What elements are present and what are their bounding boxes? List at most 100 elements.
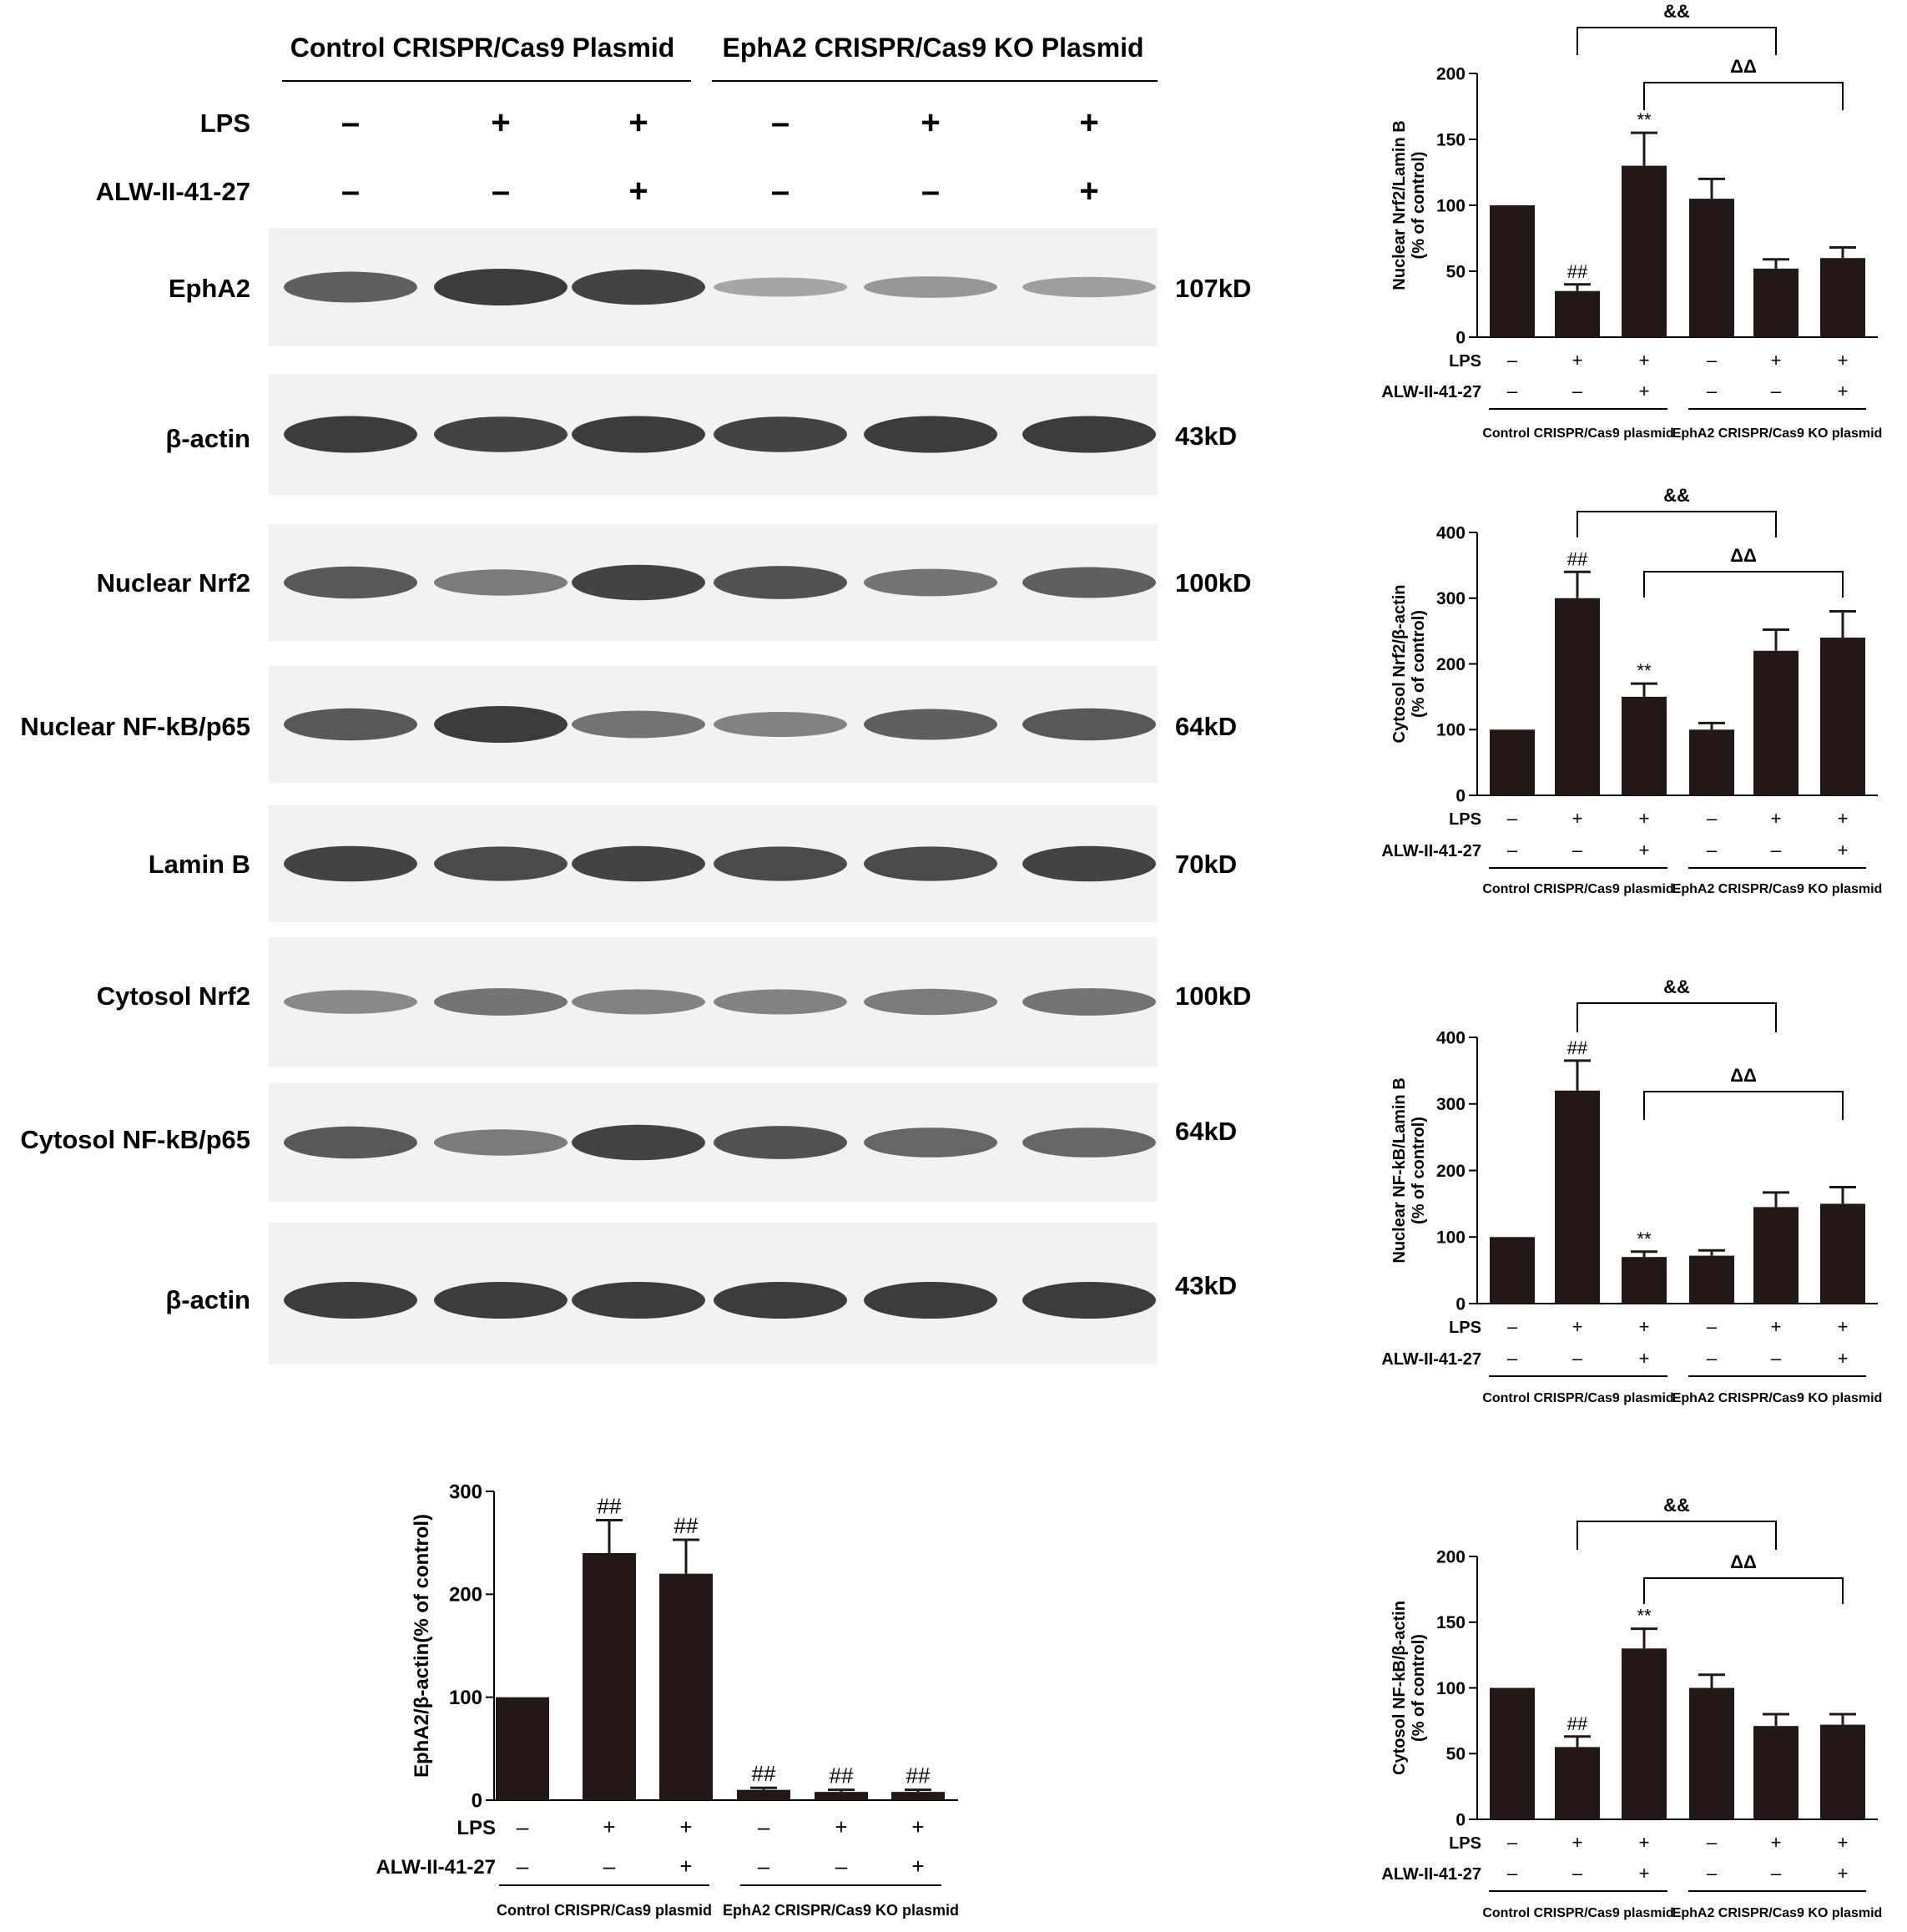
bar-chart: 0 100 200 300 EphA2/β-actin(% of control) ## #… [376, 1481, 959, 1919]
y-tick-label: 50 [1446, 262, 1466, 281]
blot-band [864, 1282, 997, 1319]
blot-band-label: Nuclear NF-kB/p65 [20, 712, 250, 741]
blot-kd-label: 107kD [1175, 274, 1251, 303]
blot-band [434, 1282, 568, 1319]
significance-bracket [1643, 82, 1844, 110]
group-label: EphA2 CRISPR/Cas9 KO plasmid [1672, 1391, 1883, 1405]
lps-sign: – [1707, 1316, 1718, 1337]
y-axis-label-line: (% of control) [1410, 1117, 1428, 1224]
lps-sign: + [1639, 1316, 1650, 1337]
bar [1490, 729, 1535, 795]
blot-band [1022, 276, 1156, 298]
alw-sign: – [1572, 840, 1583, 860]
blot-row: β-actin 43kD [165, 374, 1237, 495]
y-axis-label: Cytosol NF-kB/β-actin(% of control) [1390, 1601, 1428, 1775]
alw-row-label: ALW-II-41-27 [1381, 1350, 1481, 1369]
y-tick-label: 0 [1455, 1294, 1466, 1314]
alw-row-label: ALW-II-41-27 [1381, 842, 1481, 860]
y-tick-label: 100 [1436, 721, 1466, 740]
significance-bracket [1577, 1521, 1777, 1550]
significance-label: ** [1637, 1606, 1652, 1627]
lps-sign: + [1771, 1832, 1782, 1853]
blot-band-label: Lamin B [149, 850, 250, 879]
blot-band-label: EphA2 [169, 274, 250, 303]
blot-band [572, 710, 705, 739]
alw-sign: – [1707, 1863, 1718, 1884]
bracket-label: && [1663, 485, 1690, 506]
y-tick-label: 0 [1455, 1810, 1466, 1829]
y-tick-label: 150 [1436, 130, 1466, 149]
blot-group-label: Control CRISPR/Cas9 Plasmid [290, 33, 675, 63]
lps-sign: + [603, 1814, 615, 1839]
bar [1753, 268, 1799, 337]
bar [1622, 696, 1667, 795]
alw-sign: – [758, 1854, 770, 1879]
y-tick-label: 300 [1436, 589, 1466, 608]
significance-label: ## [752, 1761, 776, 1786]
blot-kd-label: 43kD [1175, 1271, 1237, 1300]
y-axis-label: Nuclear NF-kB/Lamin B(% of control) [1390, 1077, 1428, 1263]
lps-row-label: LPS [1449, 1834, 1481, 1853]
bar [1555, 1747, 1600, 1819]
lps-sign: – [1707, 350, 1718, 371]
bar [583, 1553, 636, 1800]
blot-band [1022, 988, 1156, 1016]
lps-sign: + [1572, 1316, 1583, 1337]
blot-band [864, 988, 997, 1016]
y-tick-label: 0 [1455, 786, 1466, 805]
bar [1555, 1090, 1600, 1304]
bar [1689, 729, 1734, 795]
lps-sign: – [1507, 1316, 1518, 1337]
significance-label: ** [1637, 1228, 1652, 1249]
significance-label: ## [1567, 261, 1588, 282]
alw-sign: + [1639, 381, 1650, 401]
lps-sign: + [1639, 1832, 1650, 1853]
y-axis-label-line: Nuclear NF-kB/Lamin B [1390, 1077, 1409, 1263]
alw-sign: – [1507, 840, 1518, 860]
blot-band [284, 845, 417, 882]
lps-row-label: LPS [457, 1817, 496, 1839]
blot-band [1022, 567, 1156, 598]
blot-band [434, 1129, 568, 1156]
alw-sign: + [1838, 381, 1849, 401]
blot-row: Nuclear Nrf2 100kD [97, 524, 1251, 641]
western-blot-panel: Control CRISPR/Cas9 Plasmid EphA2 CRISPR/… [20, 33, 1251, 1365]
blot-kd-label: 100kD [1175, 568, 1251, 598]
alw-sign: – [1771, 381, 1782, 401]
lps-row-label: LPS [200, 108, 250, 138]
significance-bracket [1577, 1002, 1777, 1032]
blot-band [864, 416, 997, 453]
lps-sign: – [1507, 808, 1518, 829]
lps-sign: + [628, 104, 648, 141]
blot-band [572, 269, 705, 305]
group-label: EphA2 CRISPR/Cas9 KO plasmid [1672, 426, 1883, 441]
blot-band [714, 1126, 847, 1159]
lps-sign: + [1572, 808, 1583, 829]
blot-kd-label: 64kD [1175, 712, 1237, 741]
bar [1622, 165, 1667, 337]
y-axis-label-line: Nuclear Nrf2/Lamin B [1390, 120, 1409, 290]
bar-chart: 0 50 100 150 200 Cytosol NF-kB/β-actin(% of c… [1381, 1495, 1882, 1920]
y-tick-label: 200 [1436, 64, 1466, 83]
blot-band [434, 988, 568, 1016]
blot-band-label: Nuclear Nrf2 [97, 568, 250, 598]
y-tick-label: 0 [1455, 328, 1466, 347]
alw-sign: – [1771, 840, 1782, 860]
blot-band [1022, 845, 1156, 882]
bar [1622, 1648, 1667, 1819]
bracket-label: && [1663, 976, 1690, 997]
bar [1490, 205, 1535, 337]
alw-sign: – [1771, 1348, 1782, 1369]
group-label: Control CRISPR/Cas9 plasmid [1482, 426, 1673, 441]
bar [737, 1789, 790, 1800]
alw-sign: – [921, 173, 940, 209]
bracket-label: ΔΔ [1730, 1551, 1757, 1572]
blot-band [572, 989, 705, 1015]
lps-sign: – [1507, 350, 1518, 371]
blot-row: Cytosol Nrf2 100kD [97, 937, 1251, 1067]
y-axis-label-line: (% of control) [1410, 1634, 1428, 1742]
bar [1820, 638, 1865, 795]
lps-sign: + [835, 1814, 847, 1839]
bar [1753, 1726, 1799, 1819]
blot-band [434, 846, 568, 881]
